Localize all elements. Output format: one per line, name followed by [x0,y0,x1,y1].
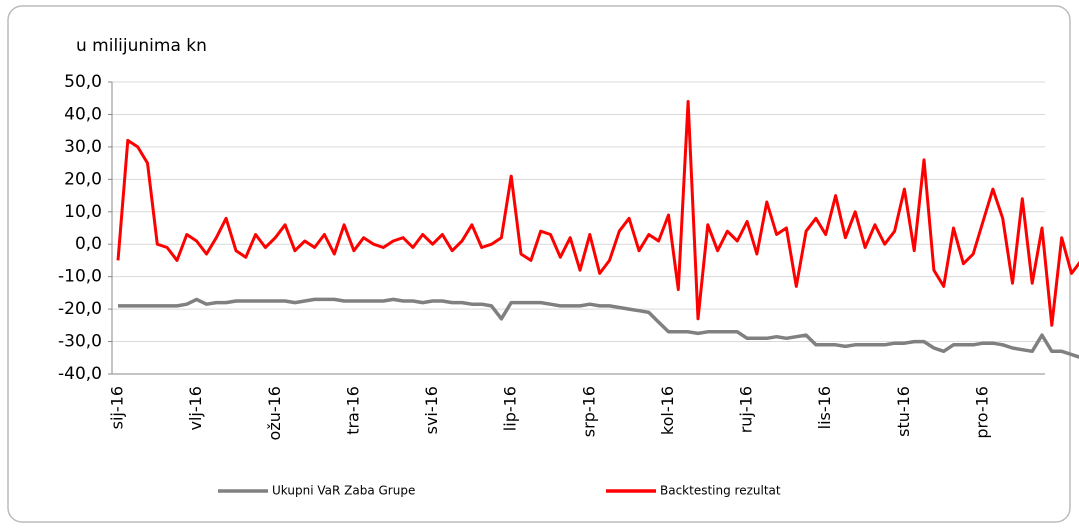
x-tick-label: kol-16 [658,386,677,435]
x-tick-label: lis-16 [815,386,834,429]
x-tick-label: srp-16 [579,386,598,437]
legend-label: Ukupni VaR Zaba Grupe [272,484,415,498]
x-tick-label: pro-16 [973,386,992,439]
x-tick-label: ožu-16 [265,386,284,440]
x-tick-label: sij-16 [108,386,127,429]
x-tick-label: tra-16 [343,386,362,435]
x-tick-label: svi-16 [422,386,441,434]
y-tick-label: -20,0 [58,299,102,319]
y-tick-label: -30,0 [58,332,102,352]
series-line [118,297,1079,359]
axis-label: u milijunima kn [76,36,207,56]
x-tick-label: lip-16 [501,386,520,431]
y-tick-label: 30,0 [64,137,102,157]
legend-label: Backtesting rezultat [660,484,781,498]
y-tick-label: 50,0 [64,72,102,92]
chart-frame [7,5,1071,523]
y-tick-label: 10,0 [64,202,102,222]
x-tick-label: stu-16 [894,386,913,437]
y-tick-label: 40,0 [64,104,102,124]
series-line [116,100,1079,327]
x-tick-label: ruj-16 [737,386,756,433]
x-tick-label: vlj-16 [186,386,205,431]
y-tick-label: 0,0 [75,234,102,254]
y-tick-label: 20,0 [64,169,102,189]
y-tick-label: -40,0 [58,364,102,384]
y-tick-label: -10,0 [58,267,102,287]
